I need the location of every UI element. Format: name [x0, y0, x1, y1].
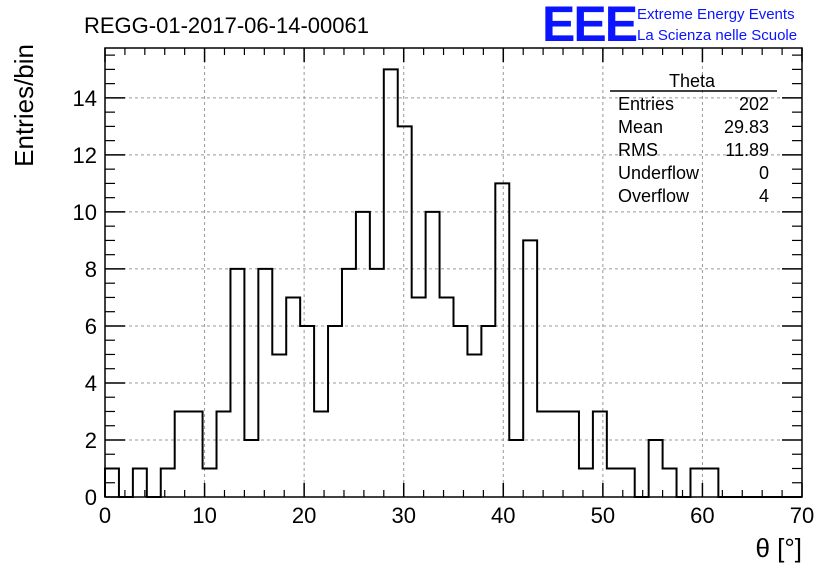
axis-ticks [104, 48, 803, 498]
bin-5 [175, 411, 189, 497]
x-tick-label-20: 20 [292, 503, 316, 528]
y-axis-label: Entries/bin [9, 44, 39, 167]
bin-26 [467, 354, 481, 497]
stats-label-rms: RMS [618, 140, 658, 160]
bin-32 [551, 411, 565, 497]
bin-27 [481, 326, 495, 497]
logo-line-1: Extreme Energy Events [637, 6, 795, 23]
bin-16 [328, 326, 342, 497]
logo-mark: EEE [542, 0, 637, 52]
bin-43 [704, 468, 718, 497]
x-tick-label-70: 70 [790, 503, 814, 528]
bin-34 [579, 468, 593, 497]
stats-box: Theta Entries 202 Mean 29.83 RMS 11.89 U… [610, 71, 777, 206]
bin-40 [663, 468, 677, 497]
stats-value-rms: 11.89 [725, 140, 769, 160]
logo-line-2: La Scienza nelle Scuole [637, 27, 797, 44]
bin-31 [537, 411, 551, 497]
bin-14 [300, 326, 314, 497]
stats-label-mean: Mean [618, 117, 663, 137]
x-tick-label-60: 60 [690, 503, 714, 528]
bin-13 [286, 297, 300, 497]
bin-4 [161, 468, 175, 497]
eee-logo: EEE Extreme Energy Events La Scienza nel… [542, 0, 797, 52]
chart-title: REGG-01-2017-06-14-00061 [84, 13, 369, 38]
stats-value-entries: 202 [739, 94, 769, 114]
grid-lines [105, 48, 802, 497]
y-tick-label-10: 10 [73, 200, 97, 225]
stats-label-overflow: Overflow [618, 186, 690, 206]
histogram-outline [104, 68, 802, 498]
bin-25 [454, 326, 468, 497]
plot-frame [104, 47, 803, 498]
stats-value-mean: 29.83 [724, 117, 769, 137]
bin-8 [217, 411, 231, 497]
bin-15 [314, 411, 328, 497]
x-tick-label-0: 0 [99, 503, 111, 528]
bin-30 [523, 240, 537, 497]
bin-18 [356, 212, 370, 497]
x-axis-label: θ [°] [755, 533, 802, 563]
bin-21 [398, 126, 412, 497]
histogram-bars [104, 68, 802, 498]
x-tick-label-30: 30 [391, 503, 415, 528]
y-tick-label-0: 0 [85, 485, 97, 510]
y-tick-label-2: 2 [85, 428, 97, 453]
bin-10 [244, 440, 258, 497]
bin-12 [272, 354, 286, 497]
bin-6 [189, 411, 203, 497]
bin-35 [593, 411, 607, 497]
stats-value-underflow: 0 [759, 163, 769, 183]
y-tick-label-12: 12 [73, 143, 97, 168]
y-tick-label-6: 6 [85, 314, 97, 339]
y-tick-label-14: 14 [73, 86, 97, 111]
bin-20 [384, 69, 398, 497]
y-tick-label-8: 8 [85, 257, 97, 282]
stats-title: Theta [669, 71, 716, 91]
bin-11 [258, 269, 272, 497]
bin-36 [607, 468, 621, 497]
bin-22 [412, 297, 426, 497]
bin-24 [440, 297, 454, 497]
x-tick-label-50: 50 [591, 503, 615, 528]
stats-value-overflow: 4 [759, 186, 769, 206]
y-tick-label-4: 4 [85, 371, 97, 396]
stats-label-underflow: Underflow [618, 163, 700, 183]
bin-23 [426, 212, 440, 497]
bin-39 [649, 440, 663, 497]
x-tick-label-10: 10 [192, 503, 216, 528]
bin-33 [565, 411, 579, 497]
stats-label-entries: Entries [618, 94, 674, 114]
bin-29 [509, 440, 523, 497]
bin-28 [495, 183, 509, 497]
x-tick-label-40: 40 [491, 503, 515, 528]
